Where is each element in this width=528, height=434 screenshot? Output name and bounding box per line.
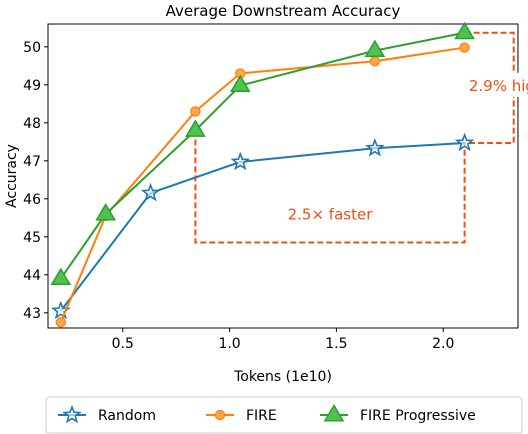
legend-label: FIRE Progressive (360, 408, 476, 424)
higher-annotation-label: 2.9% higher (469, 77, 528, 95)
legend-marker-star (62, 404, 82, 424)
data-point-triangle (229, 74, 251, 93)
y-tick-label: 48 (23, 116, 41, 132)
faster-bracket (194, 130, 466, 244)
chart-title: Average Downstream Accuracy (166, 2, 401, 20)
data-point-triangle (185, 119, 206, 137)
data-point-circle (55, 317, 67, 328)
data-point-circle (459, 42, 470, 53)
data-point-star (365, 138, 385, 157)
y-tick-label: 46 (23, 192, 41, 208)
data-point-triangle (364, 39, 386, 58)
data-point-triangle (95, 203, 117, 221)
x-tick-label: 0.5 (112, 336, 134, 352)
data-point-star (230, 151, 251, 171)
y-tick-label: 44 (23, 268, 41, 284)
legend: Random FIRE FIRE Progressive (45, 396, 523, 434)
x-tick-label: 1.5 (325, 336, 347, 352)
plot-frame (47, 23, 519, 329)
data-point-circle (190, 106, 201, 117)
y-axis-title: Accuracy (4, 144, 20, 208)
legend-label: Random (98, 408, 156, 424)
y-tick-label: 50 (23, 40, 41, 56)
higher-label-bg (464, 72, 528, 97)
y-tick-label: 45 (23, 230, 41, 246)
plot-layer: 0.5 1.0 1.5 2.0 43 44 45 46 47 48 49 50 2.9% higher 2… (23, 21, 528, 352)
legend-marker-circle (214, 409, 226, 421)
data-point-star (140, 182, 161, 202)
data-point-circle (369, 56, 381, 67)
y-tick-label: 43 (23, 306, 41, 322)
legend-label: FIRE (246, 408, 277, 424)
series-line-triangle (59, 31, 465, 280)
data-point-triangle (454, 21, 475, 40)
faster-annotation-label: 2.5× faster (288, 205, 374, 223)
legend-box (45, 396, 523, 434)
x-tick-label: 1.0 (218, 336, 240, 352)
x-axis-title: Tokens (1e10) (233, 369, 332, 385)
data-point-star (454, 132, 475, 152)
y-tick-label: 47 (23, 154, 41, 170)
legend-marker-triangle (323, 404, 345, 422)
x-tick-label: 2.0 (432, 336, 454, 352)
data-point-triangle (50, 267, 72, 286)
series-line-circle (59, 46, 465, 323)
y-tick-label: 49 (23, 78, 41, 94)
